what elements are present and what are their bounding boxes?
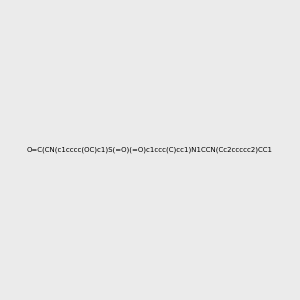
Text: O=C(CN(c1cccc(OC)c1)S(=O)(=O)c1ccc(C)cc1)N1CCN(Cc2ccccc2)CC1: O=C(CN(c1cccc(OC)c1)S(=O)(=O)c1ccc(C)cc1… <box>27 147 273 153</box>
